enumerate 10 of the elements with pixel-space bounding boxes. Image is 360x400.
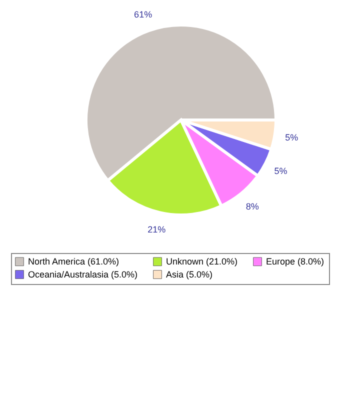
data-label: 5% [285,132,298,143]
legend-label: Asia (5.0%) [166,270,213,280]
legend-label: Unknown (21.0%) [166,256,238,267]
legend-label: Oceania/Australasia (5.0%) [28,270,138,280]
data-label: 21% [148,224,166,234]
data-label: 8% [246,201,259,212]
data-label: 61% [134,10,152,20]
legend-label: North America (61.0%) [28,256,120,267]
data-label: 5% [274,166,288,176]
legend-label: Europe (8.0%) [266,256,324,267]
